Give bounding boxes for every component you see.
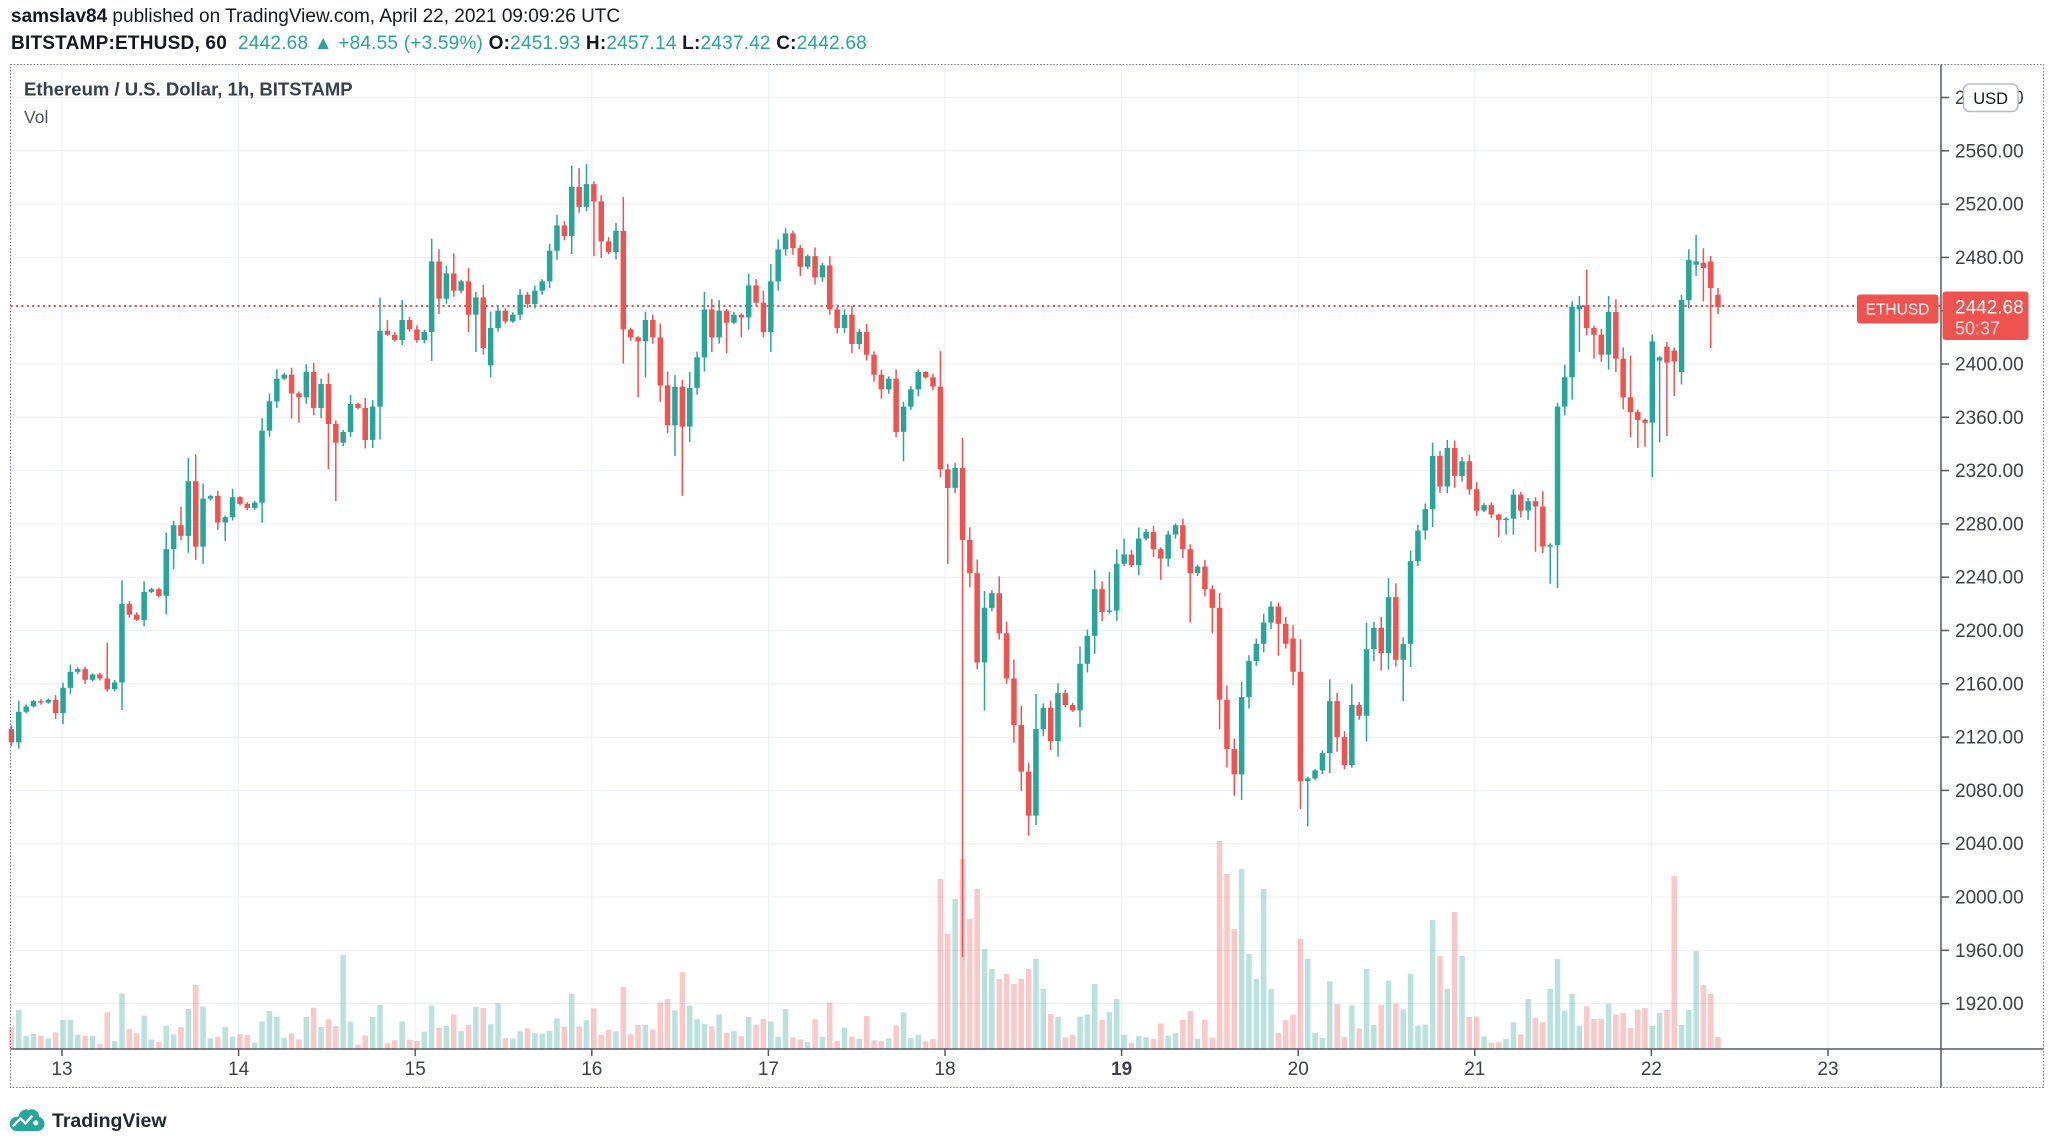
- svg-text:Vol: Vol: [24, 107, 48, 127]
- svg-text:1920.00: 1920.00: [1955, 994, 2024, 1015]
- svg-text:USD: USD: [1973, 90, 2008, 108]
- svg-text:16: 16: [581, 1059, 602, 1080]
- svg-text:23: 23: [1817, 1059, 1838, 1080]
- svg-text:2360.00: 2360.00: [1955, 408, 2024, 429]
- svg-text:19: 19: [1111, 1059, 1132, 1080]
- svg-text:ETHUSD: ETHUSD: [1866, 302, 1930, 319]
- svg-text:50:37: 50:37: [1955, 319, 2000, 339]
- svg-text:2280.00: 2280.00: [1955, 514, 2024, 535]
- svg-text:2480.00: 2480.00: [1955, 248, 2024, 269]
- svg-text:Ethereum / U.S. Dollar, 1h, BI: Ethereum / U.S. Dollar, 1h, BITSTAMP: [24, 79, 353, 100]
- svg-text:17: 17: [758, 1059, 779, 1080]
- svg-text:15: 15: [405, 1059, 426, 1080]
- svg-text:14: 14: [228, 1059, 250, 1080]
- svg-text:2200.00: 2200.00: [1955, 621, 2024, 642]
- svg-text:2520.00: 2520.00: [1955, 195, 2024, 216]
- svg-text:2160.00: 2160.00: [1955, 674, 2024, 695]
- svg-text:2120.00: 2120.00: [1955, 728, 2024, 749]
- svg-text:2400.00: 2400.00: [1955, 355, 2024, 376]
- svg-text:1960.00: 1960.00: [1955, 941, 2024, 962]
- svg-text:21: 21: [1464, 1059, 1485, 1080]
- svg-text:2080.00: 2080.00: [1955, 781, 2024, 802]
- svg-text:2240.00: 2240.00: [1955, 568, 2024, 589]
- svg-text:2040.00: 2040.00: [1955, 834, 2024, 855]
- svg-text:13: 13: [51, 1059, 72, 1080]
- svg-text:2000.00: 2000.00: [1955, 888, 2024, 909]
- svg-text:20: 20: [1288, 1059, 1309, 1080]
- svg-text:2560.00: 2560.00: [1955, 141, 2024, 162]
- svg-text:TradingView: TradingView: [52, 1110, 167, 1132]
- svg-text:18: 18: [934, 1059, 955, 1080]
- svg-text:2442.68: 2442.68: [1955, 298, 2024, 319]
- svg-text:22: 22: [1641, 1059, 1662, 1080]
- svg-text:2320.00: 2320.00: [1955, 461, 2024, 482]
